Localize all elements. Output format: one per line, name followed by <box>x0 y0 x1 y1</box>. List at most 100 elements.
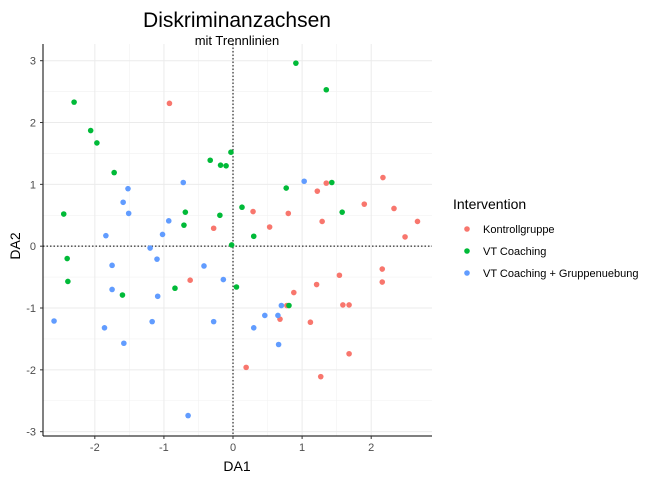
data-point <box>180 179 187 186</box>
data-point <box>109 286 115 293</box>
data-point <box>51 318 57 324</box>
data-point <box>94 140 100 146</box>
data-point <box>125 185 131 192</box>
y-tick-label: -1 <box>26 303 36 315</box>
data-point <box>278 302 285 309</box>
y-axis-title: DA2 <box>7 232 23 259</box>
x-tick-label: -1 <box>159 442 169 454</box>
data-point <box>314 188 321 194</box>
y-tick-label: -3 <box>26 427 36 439</box>
data-point <box>275 341 282 348</box>
data-point <box>313 281 320 288</box>
x-tick-label: 1 <box>299 442 305 454</box>
data-point <box>317 373 324 380</box>
data-point <box>301 178 307 185</box>
data-point <box>250 324 257 331</box>
data-point <box>101 324 108 331</box>
data-point <box>346 350 352 357</box>
legend-label: Kontrollgruppe <box>483 224 555 236</box>
data-point <box>380 174 386 181</box>
data-point <box>228 242 235 248</box>
reference-lines <box>43 44 432 436</box>
data-point <box>223 163 229 169</box>
data-point <box>185 412 191 419</box>
data-point <box>402 234 408 240</box>
data-point <box>275 312 281 319</box>
data-point <box>159 231 166 238</box>
data-point <box>60 211 67 217</box>
data-point <box>261 312 268 319</box>
data-point <box>319 218 325 225</box>
data-point <box>329 179 335 186</box>
data-point <box>166 100 173 107</box>
data-point <box>340 302 346 308</box>
legend-title: Intervention <box>453 196 526 212</box>
data-point <box>250 208 256 215</box>
legend-marker <box>464 248 470 254</box>
chart-subtitle: mit Trennlinien <box>195 33 280 48</box>
data-point <box>149 318 155 325</box>
legend-marker <box>464 226 470 232</box>
data-point <box>210 318 217 325</box>
y-tick-label: 0 <box>30 241 36 253</box>
x-axis-title: DA1 <box>223 458 250 474</box>
data-point <box>286 302 292 309</box>
data-point <box>154 293 161 300</box>
legend-marker <box>464 270 470 276</box>
data-points <box>51 60 421 419</box>
x-tick-label: 2 <box>368 442 374 454</box>
data-point <box>217 212 223 219</box>
data-point <box>87 127 94 134</box>
legend-label: VT Coaching + Gruppenuebung <box>483 268 638 280</box>
data-point <box>243 364 249 371</box>
data-point <box>250 233 257 240</box>
data-point <box>293 60 299 66</box>
legend-items: Kontrollgruppe VT Coaching VT Coaching + G… <box>464 224 638 280</box>
data-point <box>266 224 273 230</box>
data-point <box>323 180 330 186</box>
grid-major <box>43 44 432 436</box>
data-point <box>111 169 117 176</box>
data-point <box>172 285 178 292</box>
data-point <box>379 266 386 272</box>
y-tick-label: 1 <box>30 179 36 191</box>
data-point <box>346 302 352 308</box>
y-axis-ticks: -3 -2 -1 0 1 2 3 <box>26 56 43 439</box>
data-point <box>391 205 397 212</box>
data-point <box>217 162 224 168</box>
y-tick-label: -2 <box>26 365 36 377</box>
data-point <box>154 256 160 262</box>
data-point <box>207 157 214 164</box>
y-tick-label: 3 <box>30 56 36 68</box>
x-axis-ticks: -2 -1 0 1 2 <box>90 436 374 454</box>
data-point <box>339 209 345 215</box>
data-point <box>181 222 187 228</box>
legend-label: VT Coaching <box>483 246 546 258</box>
data-point <box>336 272 343 279</box>
data-point <box>103 232 109 239</box>
data-point <box>187 277 193 283</box>
data-point <box>71 99 77 105</box>
data-point <box>291 289 297 296</box>
data-point <box>307 319 314 326</box>
grid-minor <box>43 44 432 436</box>
x-tick-label: 0 <box>230 442 236 454</box>
data-point <box>285 210 292 217</box>
axes <box>42 44 432 437</box>
data-point <box>228 149 234 156</box>
data-point <box>379 279 386 285</box>
data-point <box>147 245 153 251</box>
legend: Intervention Kontrollgruppe VT Coaching VT… <box>453 196 638 280</box>
y-tick-label: 2 <box>30 118 36 130</box>
data-point <box>233 284 240 290</box>
chart-title: Diskriminanzachsen <box>143 9 331 32</box>
data-point <box>361 201 368 207</box>
data-point <box>220 276 227 283</box>
data-point <box>165 218 172 224</box>
data-point <box>65 278 71 285</box>
data-point <box>121 340 127 347</box>
data-point <box>109 262 115 269</box>
data-point <box>201 263 207 269</box>
data-point <box>283 185 290 191</box>
